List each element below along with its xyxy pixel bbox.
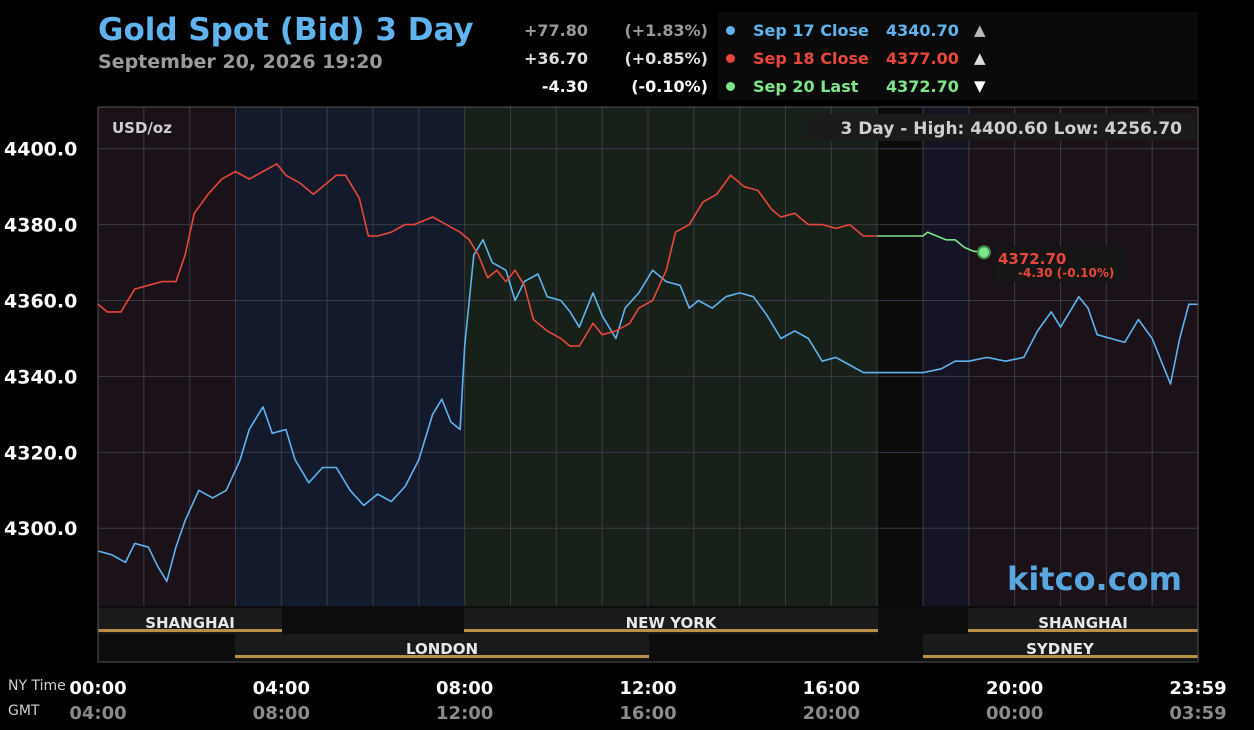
range-label-bg <box>805 114 1195 141</box>
legend-label: Sep 17 Close <box>753 21 869 40</box>
x-tick-label-ny: 00:00 <box>69 678 126 699</box>
legend-dot-icon <box>726 54 735 63</box>
market-label-sydney: SYDNEY <box>1026 640 1095 658</box>
market-label-london: LONDON <box>406 640 478 658</box>
market-label-shanghai2: SHANGHAI <box>1038 614 1128 632</box>
session-shade-london <box>235 107 465 606</box>
watermark: kitco.com <box>1007 560 1182 598</box>
x-tick-label-ny: 12:00 <box>619 678 676 699</box>
up-arrow-icon: ▲ <box>974 21 986 39</box>
last-price-label: 4372.70 <box>998 250 1066 268</box>
x-tick-label-ny: 08:00 <box>436 678 493 699</box>
legend-percent: (+1.83%) <box>624 21 708 40</box>
market-label-shanghai: SHANGHAI <box>145 614 235 632</box>
series-line <box>877 231 985 254</box>
y-tick-label: 4380.0 <box>4 215 77 237</box>
legend-value: 4340.70 <box>886 21 959 40</box>
session-shade-newyork <box>464 107 878 606</box>
legend-label: Sep 20 Last <box>753 77 859 96</box>
x-tick-label-gmt: 16:00 <box>619 703 676 724</box>
market-bar-newyork <box>464 629 878 632</box>
ny-time-label: NY Time <box>8 678 66 694</box>
last-price-dot <box>976 245 991 260</box>
range-label: 3 Day - High: 4400.60 Low: 4256.70 <box>840 119 1182 139</box>
plot-frame <box>97 106 1199 663</box>
y-tick-label: 4340.0 <box>4 366 77 388</box>
series-line <box>97 163 878 347</box>
chart-timestamp: September 20, 2026 19:20 <box>98 51 383 73</box>
x-tick-label-gmt: 04:00 <box>69 703 126 724</box>
down-arrow-icon: ▼ <box>974 77 986 95</box>
x-tick-label-gmt: 08:00 <box>253 703 310 724</box>
legend-change: +36.70 <box>523 49 588 68</box>
legend-label: Sep 18 Close <box>753 49 869 68</box>
legend-dot-icon <box>726 82 735 91</box>
y-tick-label: 4400.0 <box>4 139 77 161</box>
session-shade-asia2 <box>968 107 1198 606</box>
x-tick-label-gmt: 20:00 <box>803 703 860 724</box>
x-tick-label-ny: 20:00 <box>986 678 1043 699</box>
legend-value: 4377.00 <box>886 49 959 68</box>
x-tick-label-ny: 04:00 <box>253 678 310 699</box>
unit-label: USD/oz <box>112 119 172 137</box>
legend-change: +77.80 <box>523 21 588 40</box>
chart-title: Gold Spot (Bid) 3 Day <box>98 12 474 48</box>
legend-value: 4372.70 <box>886 77 959 96</box>
x-tick-label-gmt: 00:00 <box>986 703 1043 724</box>
last-change-label: -4.30 (-0.10%) <box>1018 266 1114 280</box>
up-arrow-icon: ▲ <box>974 49 986 67</box>
series-line <box>97 239 1198 583</box>
x-tick-label-gmt: 03:59 <box>1169 703 1226 724</box>
market-bar-london <box>235 655 649 658</box>
gmt-label: GMT <box>8 703 40 719</box>
session-shade-closed <box>877 107 923 606</box>
y-tick-label: 4360.0 <box>4 291 77 313</box>
y-tick-label: 4300.0 <box>4 518 77 540</box>
x-tick-label-ny: 16:00 <box>803 678 860 699</box>
last-price-box <box>994 246 1124 282</box>
legend-percent: (+0.85%) <box>624 49 708 68</box>
market-bar-shanghai2 <box>968 629 1198 632</box>
market-bar-sydney <box>923 655 1198 658</box>
market-bar-shanghai <box>98 629 282 632</box>
y-tick-label: 4320.0 <box>4 442 77 464</box>
session-shade-sydney <box>923 107 969 606</box>
legend-percent: (-0.10%) <box>631 77 708 96</box>
x-tick-label-ny: 23:59 <box>1169 678 1226 699</box>
x-tick-label-gmt: 12:00 <box>436 703 493 724</box>
market-label-newyork: NEW YORK <box>626 614 718 632</box>
legend-dot-icon <box>726 26 735 35</box>
session-shade-asia <box>98 107 236 606</box>
legend-change: -4.30 <box>541 77 588 96</box>
legend-panel: Sep 17 Close 4340.70 ▲ +77.80 (+1.83%) S… <box>524 12 1198 100</box>
